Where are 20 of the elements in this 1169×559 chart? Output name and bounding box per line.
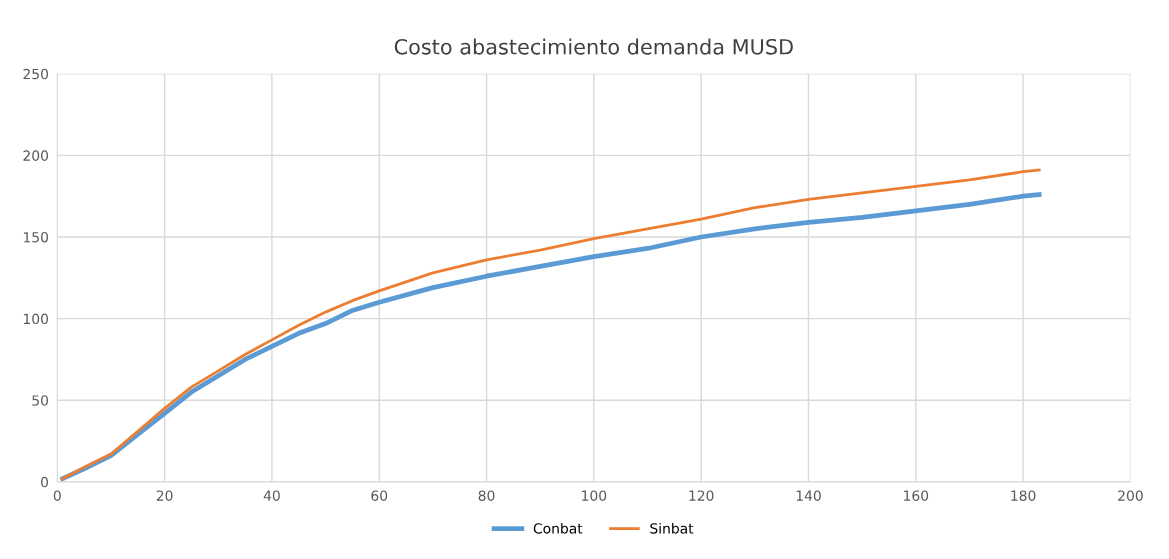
y-tick-label: 100	[23, 313, 49, 325]
legend-label: Conbat	[533, 522, 583, 534]
x-tick-label: 160	[904, 490, 929, 501]
x-tick-label: 120	[689, 490, 714, 501]
x-tick-label: 0	[53, 490, 61, 501]
x-tick-label: 80	[478, 490, 495, 501]
chart-title: Costo abastecimiento demanda MUSD	[394, 38, 793, 55]
x-tick-label: 140	[796, 490, 821, 501]
y-tick-label: 50	[32, 395, 49, 406]
x-tick-label: 20	[156, 490, 173, 501]
legend-label: Sinbat	[650, 522, 694, 534]
x-tick-label: 180	[1011, 490, 1036, 501]
x-tick-label: 40	[263, 490, 280, 501]
y-tick-label: 200	[23, 150, 49, 161]
y-tick-label: 0	[41, 476, 49, 488]
x-tick-label: 100	[582, 490, 607, 501]
y-tick-label: 250	[23, 68, 49, 80]
x-tick-label: 60	[371, 490, 388, 501]
y-tick-label: 150	[23, 231, 49, 243]
x-tick-label: 200	[1118, 490, 1143, 501]
